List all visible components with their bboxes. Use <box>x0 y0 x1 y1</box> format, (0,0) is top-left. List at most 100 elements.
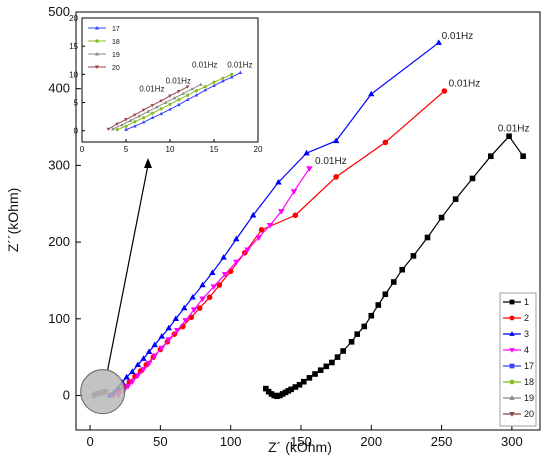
inset-data-point-17 <box>238 70 243 74</box>
inset-data-point-20 <box>168 94 172 98</box>
inset-data-point-17 <box>141 120 146 124</box>
inset-data-point-19 <box>128 118 133 122</box>
legend-label-20: 20 <box>524 409 534 419</box>
data-point-1 <box>271 392 278 399</box>
inset-legend: 17 18 19 20 <box>88 25 120 72</box>
inset-x-tick-label: 5 <box>124 145 129 154</box>
data-point-3 <box>134 361 142 368</box>
inset-frequency-annotation: 0.01Hz <box>192 61 217 70</box>
inset-data-point-19 <box>172 96 177 100</box>
x-axis-label: Z´ (kOhm) <box>268 439 332 455</box>
inset-data-point-17 <box>212 83 216 87</box>
legend-label-1: 1 <box>524 297 529 307</box>
data-point-3 <box>368 90 375 97</box>
inset-x-tick-label: 0 <box>80 145 85 154</box>
inset-data-point-18 <box>221 76 225 80</box>
inset-data-point-17 <box>176 102 181 107</box>
legend-marker-19 <box>509 395 515 400</box>
data-point-1 <box>268 391 275 397</box>
x-tick-label: 100 <box>220 434 242 449</box>
data-point-4 <box>210 284 218 290</box>
inset-data-point-20 <box>132 113 137 117</box>
inset-legend-label-20: 20 <box>112 65 120 72</box>
y-tick-label: 100 <box>48 311 70 326</box>
inset-data-point-19 <box>190 87 194 91</box>
data-point-2 <box>382 139 389 146</box>
y-tick-label: 400 <box>48 81 70 96</box>
legend-label-2: 2 <box>524 313 529 323</box>
data-point-4 <box>199 296 206 303</box>
data-point-3 <box>123 373 130 380</box>
data-point-4 <box>124 384 132 390</box>
data-point-1 <box>265 388 272 395</box>
inset-data-point-19 <box>119 123 124 127</box>
legend-marker-4 <box>509 348 515 353</box>
frequency-annotation: 0.01Hz <box>449 78 481 89</box>
y-tick-label: 300 <box>48 157 70 172</box>
data-point-3 <box>275 178 282 185</box>
inset-data-point-19 <box>154 105 159 109</box>
legend-marker-17 <box>509 363 515 369</box>
data-point-1 <box>282 389 289 396</box>
x-tick-label: 250 <box>431 434 453 449</box>
data-point-4 <box>244 247 251 254</box>
data-point-1 <box>306 375 313 381</box>
inset-frequency-annotation: 0.01Hz <box>166 76 191 85</box>
data-point-1 <box>296 381 303 388</box>
data-point-3 <box>172 315 180 322</box>
inset-legend-label-19: 19 <box>112 52 120 59</box>
inset-x-tick-label: 20 <box>254 145 263 154</box>
data-point-4 <box>174 328 181 334</box>
legend-label-4: 4 <box>524 345 529 355</box>
data-point-4 <box>140 367 147 373</box>
inset-x-tick-label: 10 <box>166 145 175 154</box>
inset-data-point-18 <box>168 102 172 106</box>
inset-data-point-19 <box>181 91 186 95</box>
data-point-1 <box>277 392 283 399</box>
x-tick-label: 0 <box>86 434 93 449</box>
data-point-2 <box>292 212 299 219</box>
inset-data-point-17 <box>124 127 128 131</box>
data-point-4 <box>233 259 240 266</box>
data-point-2 <box>206 294 213 301</box>
inset-data-point-18 <box>115 128 119 132</box>
plot-frame <box>75 11 541 431</box>
data-point-4 <box>190 307 198 313</box>
legend-marker-18 <box>509 379 515 385</box>
data-point-1 <box>279 391 286 397</box>
inset-data-point-20 <box>159 99 164 103</box>
data-point-1 <box>292 384 299 390</box>
inset-data-point-17 <box>168 107 172 111</box>
data-point-4 <box>129 379 136 386</box>
data-point-3 <box>151 341 158 348</box>
data-point-1 <box>390 279 397 285</box>
zoom-arrow-head <box>144 158 152 168</box>
inset-data-point-17 <box>220 79 225 83</box>
inset-data-point-20 <box>185 85 190 89</box>
data-point-4 <box>221 272 229 278</box>
y-tick-label: 500 <box>48 4 70 19</box>
inset-series-line-18 <box>117 73 232 131</box>
data-point-4 <box>151 353 158 359</box>
frequency-annotation: 0.01Hz <box>498 124 530 135</box>
data-point-1 <box>452 196 459 202</box>
inset-x-tick-label: 15 <box>210 145 219 154</box>
data-point-3 <box>220 254 227 260</box>
inset-data-point-20 <box>106 127 111 131</box>
inset-data-point-18 <box>194 89 198 93</box>
inset-data-point-18 <box>177 98 181 102</box>
inset-data-point-20 <box>141 108 146 112</box>
inset-legend-marker-18 <box>95 39 99 43</box>
inset-data-point-19 <box>110 127 115 131</box>
legend-label-18: 18 <box>524 377 534 387</box>
data-point-3 <box>158 333 165 339</box>
inset-legend-marker-19 <box>94 51 100 56</box>
data-point-3 <box>165 324 173 331</box>
data-point-3 <box>332 137 340 144</box>
data-point-1 <box>520 153 526 159</box>
inset-data-point-20 <box>115 122 120 126</box>
zoom-arrow-line <box>107 164 149 370</box>
inset-series-19 <box>110 82 203 131</box>
data-point-1 <box>317 367 324 373</box>
legend-label-19: 19 <box>524 393 534 403</box>
